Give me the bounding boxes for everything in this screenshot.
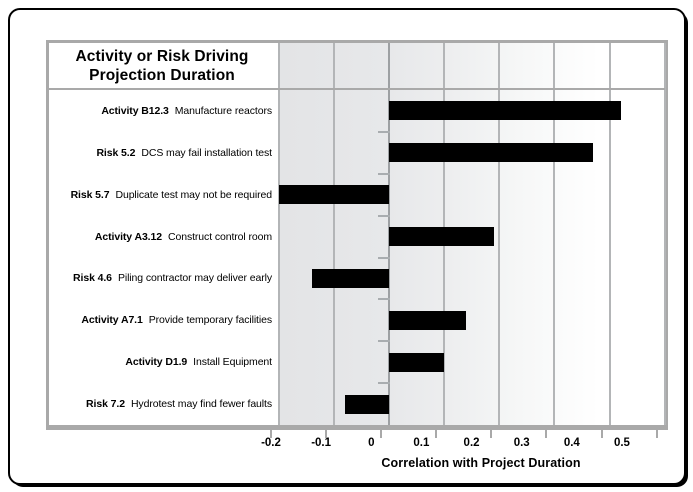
chart-row: Activity D1.9 Install Equipment — [49, 341, 665, 383]
chart-row: Activity A3.12 Construct control room — [49, 216, 665, 258]
zero-line-stub-tick — [378, 340, 390, 343]
axis-tick-label: 0.2 — [463, 437, 480, 449]
category-id: Risk 5.7 — [70, 188, 110, 201]
category-label: Risk 5.7 Duplicate test may not be requir… — [49, 174, 273, 216]
tornado-chart: Activity or Risk Driving Projection Dura… — [46, 40, 668, 430]
axis-tick-label: 0 — [368, 437, 375, 449]
category-description: Install Equipment — [193, 356, 272, 369]
vertical-gridline — [332, 43, 335, 425]
correlation-bar-positive — [389, 101, 621, 121]
category-description: Duplicate test may not be required — [115, 188, 272, 201]
axis-tick-mark — [380, 430, 382, 438]
axis-tick-mark — [435, 430, 438, 438]
chart-row: Risk 5.2 DCS may fail installation test — [49, 132, 665, 174]
category-id: Risk 7.2 — [86, 398, 125, 411]
chart-row: Risk 7.2 Hydrotest may find fewer faults — [49, 383, 665, 425]
axis-tick-label: 0.3 — [513, 437, 530, 449]
category-label: Risk 5.2 DCS may fail installation test — [49, 132, 272, 174]
category-label: Risk 4.6 Piling contractor may deliver ea… — [49, 258, 272, 300]
chart-row: Activity B12.3 Manufacture reactors — [49, 90, 665, 132]
x-axis-title: Correlation with Project Duration — [381, 456, 581, 470]
axis-tick-label: -0.1 — [311, 437, 332, 449]
category-label: Activity A3.12 Construct control room — [49, 216, 272, 258]
vertical-gridline — [498, 43, 501, 425]
axis-tick-mark — [600, 430, 603, 438]
axis-tick-label: 0.1 — [413, 437, 430, 449]
category-description: Piling contractor may deliver early — [117, 272, 272, 285]
category-id: Activity B12.3 — [101, 104, 169, 117]
correlation-bar-positive — [389, 352, 445, 372]
zero-line-stub-tick — [378, 298, 390, 301]
zero-line-stub-tick — [378, 382, 390, 385]
correlation-bar-negative — [344, 394, 389, 414]
zero-line-stub-tick — [378, 130, 390, 133]
axis-tick-mark — [324, 430, 327, 438]
chart-title-line1: Activity or Risk Driving — [75, 48, 249, 65]
category-label: Activity D1.9 Install Equipment — [49, 341, 272, 383]
correlation-bar-positive — [389, 310, 467, 330]
zero-line-stub-tick — [378, 172, 390, 175]
axis-tick-label: 0.5 — [613, 437, 630, 449]
plot-area: Activity or Risk Driving Projection Dura… — [49, 43, 666, 425]
axis-tick-mark — [269, 430, 272, 438]
zero-line-stub-tick — [378, 256, 390, 259]
chart-title: Activity or Risk Driving Projection Dura… — [49, 47, 275, 85]
category-description: Provide temporary facilities — [148, 314, 272, 327]
category-label: Activity B12.3 Manufacture reactors — [49, 90, 272, 132]
vertical-gridline — [663, 43, 666, 425]
correlation-bar-positive — [389, 143, 594, 163]
chart-row: Risk 5.7 Duplicate test may not be requir… — [49, 174, 665, 216]
category-id: Activity D1.9 — [125, 356, 188, 369]
category-label: Activity A7.1 Provide temporary facilitie… — [49, 299, 272, 341]
category-description: DCS may fail installation test — [141, 146, 272, 159]
header-separator-line — [49, 88, 665, 90]
category-id: Activity A3.12 — [94, 230, 162, 243]
axis-tick-mark — [545, 430, 548, 438]
correlation-bar-positive — [389, 227, 494, 247]
chart-row: Risk 4.6 Piling contractor may deliver ea… — [49, 258, 665, 300]
category-description: Manufacture reactors — [174, 104, 272, 117]
zero-line-stub-tick — [378, 214, 390, 217]
category-description: Construct control room — [167, 230, 272, 243]
correlation-bar-negative — [278, 185, 389, 205]
vertical-gridline — [553, 43, 556, 425]
correlation-bar-negative — [311, 268, 389, 288]
figure-frame: Activity or Risk Driving Projection Dura… — [8, 8, 686, 485]
axis-tick-label: 0.4 — [563, 437, 580, 449]
category-id: Risk 4.6 — [73, 272, 112, 285]
category-id: Activity A7.1 — [81, 314, 143, 327]
axis-tick-label: -0.2 — [261, 437, 281, 449]
category-id: Risk 5.2 — [96, 146, 136, 159]
vertical-gridline — [608, 43, 611, 425]
category-description: Hydrotest may find fewer faults — [130, 398, 272, 411]
chart-title-line2: Projection Duration — [89, 67, 235, 84]
chart-row: Activity A7.1 Provide temporary facilitie… — [49, 299, 665, 341]
axis-tick-mark — [655, 430, 658, 438]
vertical-gridline — [277, 43, 280, 425]
axis-tick-mark — [490, 430, 493, 438]
category-label: Risk 7.2 Hydrotest may find fewer faults — [49, 383, 272, 425]
